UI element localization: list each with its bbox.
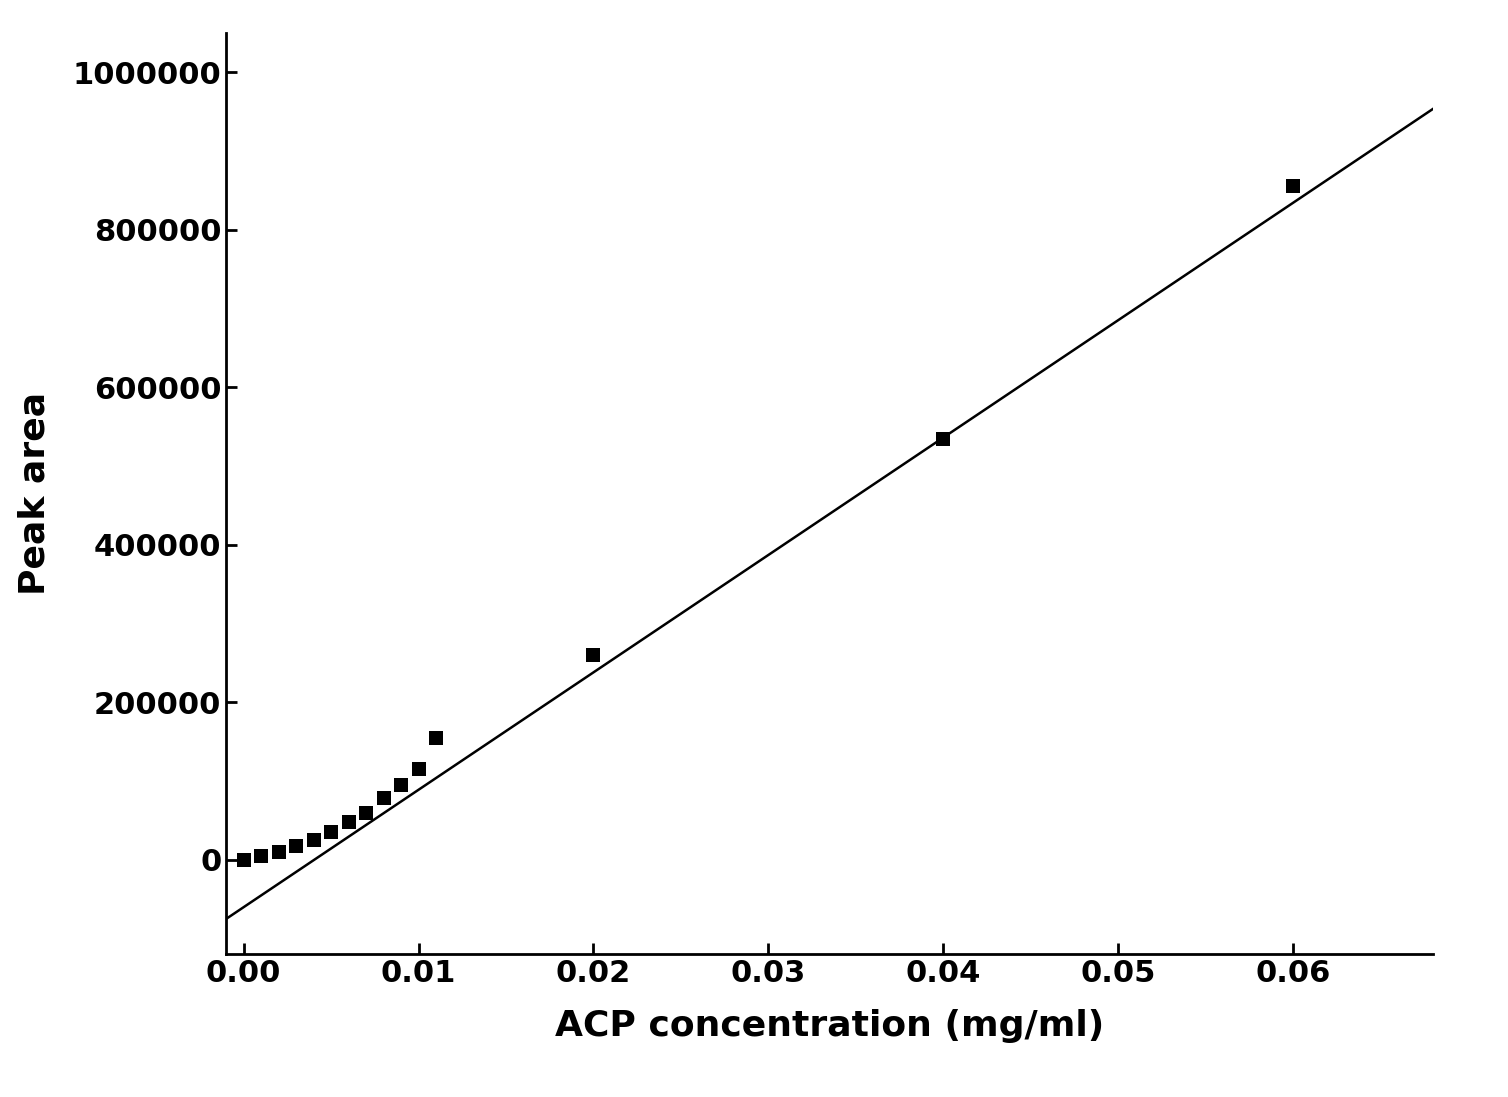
- Point: [320, 824, 344, 841]
- Point: [930, 430, 955, 448]
- Point: [284, 837, 308, 855]
- Point: [354, 804, 379, 822]
- Point: [424, 730, 448, 747]
- Point: [336, 813, 360, 830]
- Point: [1280, 178, 1304, 195]
- Y-axis label: Peak area: Peak area: [18, 392, 51, 596]
- Point: [407, 760, 431, 778]
- Point: [267, 844, 291, 861]
- Point: [302, 832, 326, 849]
- Point: [232, 851, 256, 869]
- Point: [249, 847, 273, 864]
- Point: [389, 777, 413, 794]
- Point: [371, 790, 395, 807]
- Point: [581, 646, 605, 664]
- X-axis label: ACP concentration (mg/ml): ACP concentration (mg/ml): [555, 1009, 1104, 1043]
